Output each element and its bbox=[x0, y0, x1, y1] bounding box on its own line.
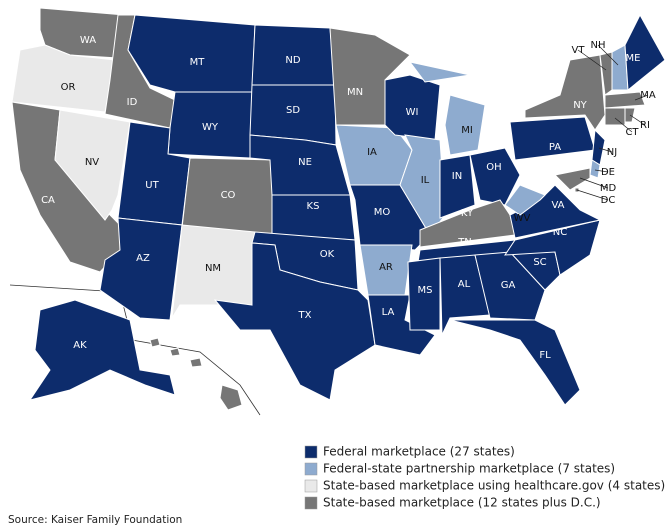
state-shape bbox=[604, 107, 626, 126]
state-label: MO bbox=[374, 207, 391, 218]
state-label: AL bbox=[458, 279, 471, 290]
state-shape bbox=[169, 347, 181, 357]
state-label: TX bbox=[298, 310, 312, 321]
legend-swatch bbox=[304, 479, 318, 493]
state-label: MT bbox=[190, 57, 206, 68]
state-label: ID bbox=[127, 97, 138, 108]
legend-label: State-based marketplace using healthcare… bbox=[323, 479, 665, 493]
state-label: AZ bbox=[136, 253, 150, 264]
legend-swatch bbox=[304, 462, 318, 476]
leader-line bbox=[629, 114, 646, 126]
state-label: CA bbox=[41, 195, 55, 206]
state-label: ND bbox=[285, 55, 300, 66]
state-shape bbox=[444, 94, 486, 156]
state-label: AK bbox=[73, 340, 87, 351]
state-label: TN bbox=[457, 237, 472, 248]
leader-line bbox=[597, 44, 619, 66]
state-label: NY bbox=[573, 100, 587, 111]
state-label: VT bbox=[572, 45, 586, 56]
state-label: OR bbox=[61, 82, 76, 93]
state-shape bbox=[399, 134, 446, 236]
state-label: CT bbox=[625, 127, 639, 138]
leader-line bbox=[577, 49, 607, 71]
state-shape bbox=[28, 299, 176, 401]
state-label: AR bbox=[379, 262, 393, 273]
legend-swatch bbox=[304, 496, 318, 510]
state-label: SD bbox=[286, 105, 300, 116]
state-shape bbox=[553, 167, 591, 191]
leader-line bbox=[576, 189, 609, 201]
state-label: DC bbox=[601, 195, 616, 206]
legend-label: State-based marketplace (12 states plus … bbox=[323, 496, 601, 510]
state-label: UT bbox=[145, 180, 159, 191]
state-shape bbox=[439, 254, 491, 336]
state-shape bbox=[474, 251, 546, 321]
state-shape bbox=[189, 357, 203, 368]
state-label: VA bbox=[551, 200, 564, 211]
leader-line bbox=[614, 117, 633, 133]
state-shape bbox=[469, 147, 521, 206]
leader-line bbox=[634, 94, 649, 101]
state-label: NH bbox=[591, 40, 606, 51]
state-label: LA bbox=[382, 307, 395, 318]
state-shape bbox=[171, 224, 256, 319]
state-shape bbox=[219, 384, 243, 411]
state-shape bbox=[449, 319, 581, 406]
state-shape bbox=[589, 159, 601, 179]
state-label: WI bbox=[406, 107, 419, 118]
state-label: ME bbox=[626, 53, 641, 64]
state-shape bbox=[624, 13, 666, 91]
state-label: NC bbox=[553, 227, 567, 238]
state-shape bbox=[127, 14, 256, 93]
state-shape bbox=[407, 257, 441, 331]
state-label: MS bbox=[418, 285, 433, 296]
state-label: MD bbox=[600, 183, 617, 194]
state-label: KS bbox=[307, 201, 320, 212]
legend-swatch bbox=[304, 445, 318, 459]
state-label: WY bbox=[202, 122, 219, 133]
state-label: DE bbox=[601, 167, 615, 178]
state-shape bbox=[509, 116, 596, 161]
state-label: KY bbox=[461, 208, 474, 219]
state-label: OK bbox=[320, 249, 335, 260]
state-label: MN bbox=[347, 87, 363, 98]
state-label: IA bbox=[367, 147, 377, 158]
leader-line bbox=[594, 169, 609, 173]
state-label: NV bbox=[85, 157, 99, 168]
state-shape bbox=[439, 154, 476, 219]
leader-line bbox=[598, 147, 613, 153]
state-shape bbox=[149, 337, 161, 348]
source: Source: Kaiser Family Foundation bbox=[8, 514, 182, 526]
state-label: CO bbox=[221, 190, 236, 201]
state-shape bbox=[604, 91, 646, 109]
state-label: GA bbox=[501, 280, 516, 291]
state-label: FL bbox=[539, 350, 551, 361]
state-shape bbox=[167, 91, 253, 159]
legend-label: Federal-state partnership marketplace (7… bbox=[323, 462, 615, 476]
state-shape bbox=[408, 61, 471, 83]
state-label: IN bbox=[452, 171, 462, 182]
state-shape bbox=[504, 184, 546, 216]
state-label: HI bbox=[205, 390, 215, 401]
state-label: RI bbox=[640, 120, 650, 131]
state-label: NE bbox=[298, 157, 312, 168]
state-label: OH bbox=[486, 162, 501, 173]
state-shape bbox=[591, 128, 606, 166]
state-label: MA bbox=[640, 90, 656, 101]
state-label: WV bbox=[514, 213, 531, 224]
state-shape bbox=[213, 242, 376, 401]
state-label: NM bbox=[205, 263, 221, 274]
state-label: PA bbox=[549, 142, 561, 153]
legend-label: Federal marketplace (27 states) bbox=[323, 445, 515, 459]
state-label: IL bbox=[421, 175, 430, 186]
leader-line bbox=[579, 177, 609, 189]
state-label: NJ bbox=[607, 147, 617, 158]
state-label: MI bbox=[461, 125, 473, 136]
state-label: WA bbox=[80, 35, 96, 46]
state-label: SC bbox=[533, 257, 546, 268]
